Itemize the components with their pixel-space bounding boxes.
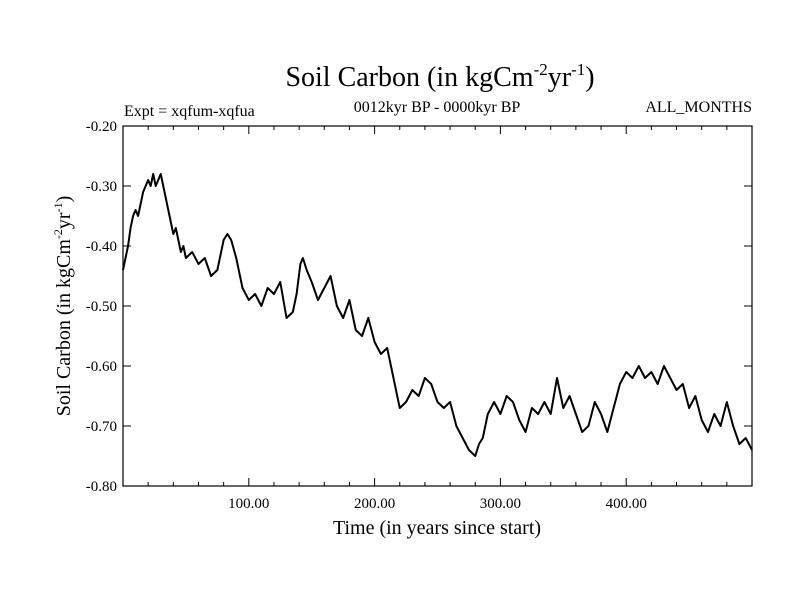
x-axis-label: Time (in years since start): [333, 517, 541, 539]
subtitle-months: ALL_MONTHS: [645, 99, 752, 116]
y-tick-label: -0.50: [86, 299, 117, 315]
series-line-soil-carbon: [122, 173, 753, 457]
x-tick-label: 400.00: [606, 496, 647, 512]
y-tick-label: -0.80: [86, 479, 117, 495]
y-tick-label: -0.20: [86, 119, 117, 135]
subtitle-experiment: Expt = xqfum-xqfua: [124, 103, 255, 120]
chart-title: Soil Carbon (in kgCm-2yr-1): [285, 60, 594, 93]
subtitle-period: 0012kyr BP - 0000kyr BP: [354, 99, 521, 116]
y-tick-label: -0.30: [86, 179, 117, 195]
x-tick-label: 100.00: [228, 496, 269, 512]
y-tick-label: -0.60: [86, 359, 117, 375]
y-axis: -0.20 -0.30 -0.40 -0.50 -0.60 -0.70 -0.80: [86, 119, 752, 495]
x-axis: 100.00 200.00 300.00 400.00: [147, 126, 728, 512]
plot-frame: [122, 125, 753, 487]
x-tick-label: 200.00: [354, 496, 395, 512]
x-tick-label: 300.00: [480, 496, 521, 512]
y-axis-label: Soil Carbon (in kgCm-2yr-1): [51, 196, 75, 417]
y-tick-label: -0.40: [86, 239, 117, 255]
y-tick-label: -0.70: [86, 419, 117, 435]
